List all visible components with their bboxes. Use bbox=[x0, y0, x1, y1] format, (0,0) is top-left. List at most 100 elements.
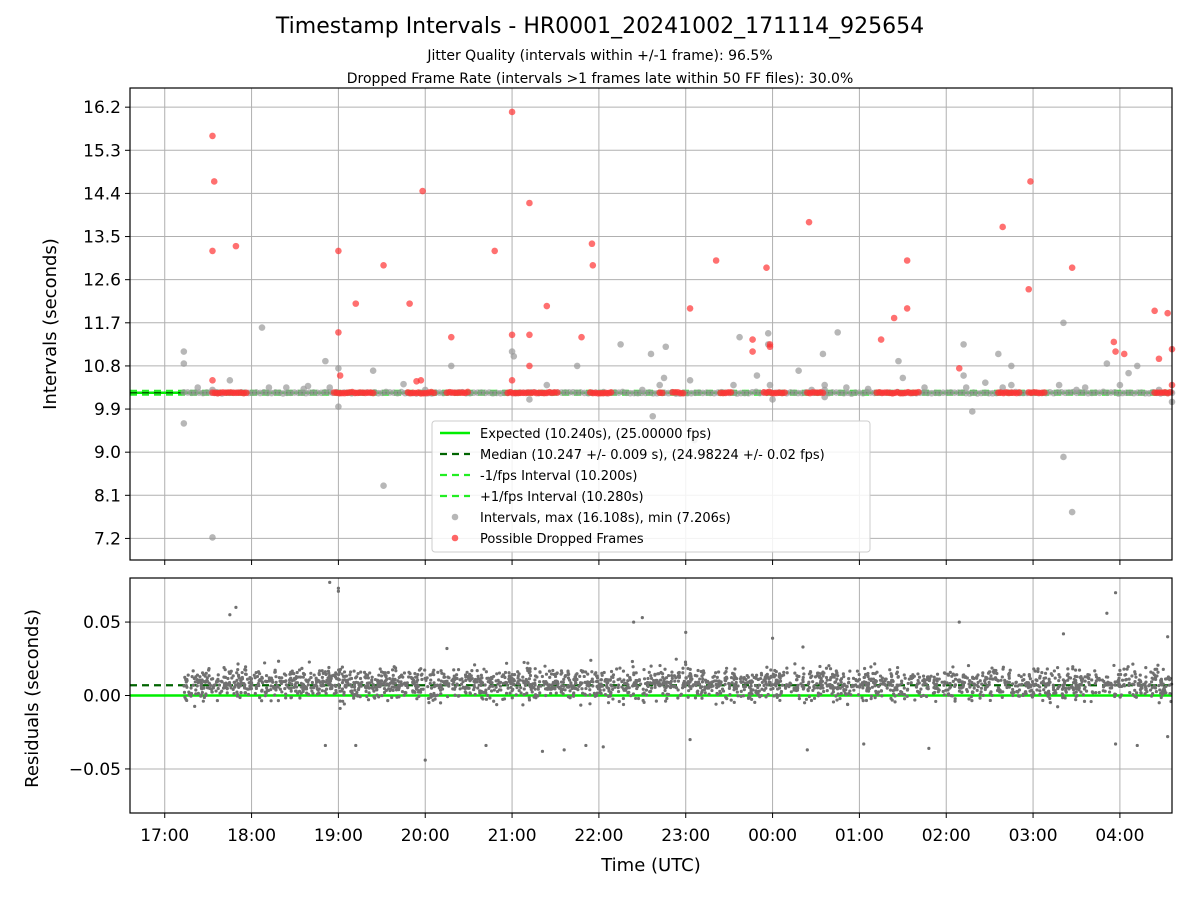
residual-point bbox=[379, 674, 384, 678]
residual-point bbox=[484, 697, 489, 701]
bottom-y-axis-label: Residuals (seconds) bbox=[22, 609, 43, 788]
residual-point bbox=[1133, 688, 1137, 692]
residual-point bbox=[278, 687, 282, 691]
residual-point bbox=[985, 685, 989, 689]
residual-point bbox=[265, 688, 269, 692]
residual-point bbox=[572, 686, 577, 690]
residual-point bbox=[459, 682, 464, 686]
residual-point bbox=[1081, 693, 1085, 697]
residual-point bbox=[239, 691, 243, 695]
interval-point bbox=[834, 329, 841, 336]
residual-point bbox=[775, 693, 779, 697]
residual-point bbox=[453, 685, 457, 689]
residual-point bbox=[536, 694, 540, 698]
residual-point bbox=[367, 686, 371, 690]
residual-point bbox=[1000, 695, 1004, 700]
residual-point bbox=[976, 673, 980, 677]
residual-point bbox=[852, 688, 856, 692]
residual-point bbox=[735, 677, 739, 681]
residual-point bbox=[323, 743, 327, 748]
residual-point bbox=[932, 678, 936, 682]
residual-point bbox=[895, 665, 900, 670]
residual-point bbox=[260, 699, 264, 703]
residual-point bbox=[222, 675, 226, 679]
residual-point bbox=[184, 678, 188, 682]
residual-point bbox=[390, 668, 395, 672]
residual-point bbox=[626, 691, 630, 695]
residual-point bbox=[893, 700, 897, 704]
residual-point bbox=[372, 695, 376, 699]
residual-point bbox=[290, 669, 294, 673]
residual-point bbox=[733, 667, 737, 671]
residual-point bbox=[983, 687, 987, 692]
residual-point bbox=[842, 674, 846, 679]
residual-point bbox=[599, 678, 603, 682]
residual-point bbox=[371, 683, 375, 687]
residual-point bbox=[249, 686, 253, 690]
residual-point bbox=[923, 682, 927, 686]
residual-point bbox=[525, 679, 529, 683]
residual-point bbox=[384, 674, 388, 679]
residual-point bbox=[1090, 678, 1094, 682]
residual-point bbox=[888, 688, 893, 692]
dropped-frame-point bbox=[727, 389, 735, 396]
residual-point bbox=[1135, 691, 1139, 695]
residual-point bbox=[503, 675, 507, 680]
residual-point bbox=[723, 682, 727, 686]
residual-point bbox=[418, 690, 423, 694]
residual-point bbox=[566, 684, 570, 688]
residual-point bbox=[423, 676, 427, 681]
residual-point bbox=[851, 676, 856, 680]
residual-point bbox=[847, 677, 851, 681]
top-y-axis-label: Intervals (seconds) bbox=[40, 238, 61, 410]
residual-point bbox=[710, 681, 714, 685]
residual-point bbox=[538, 691, 542, 695]
residual-point bbox=[365, 694, 369, 699]
residual-point bbox=[377, 695, 381, 699]
residual-point bbox=[745, 673, 749, 678]
residual-point bbox=[566, 669, 570, 673]
residual-point bbox=[617, 699, 621, 704]
residual-point bbox=[1086, 672, 1090, 677]
residual-point bbox=[1119, 693, 1124, 697]
residual-point bbox=[588, 693, 592, 697]
residual-point bbox=[1121, 683, 1125, 687]
residual-point bbox=[1143, 684, 1147, 688]
residual-point bbox=[1028, 685, 1033, 689]
residual-point bbox=[226, 676, 230, 681]
residual-point bbox=[948, 686, 952, 690]
residual-point bbox=[375, 678, 380, 682]
residual-point bbox=[905, 694, 909, 698]
residual-point bbox=[762, 683, 766, 688]
interval-point bbox=[660, 374, 668, 382]
residual-point bbox=[258, 696, 262, 700]
residual-point bbox=[357, 686, 361, 690]
residual-point bbox=[324, 672, 328, 677]
residual-point bbox=[609, 669, 614, 674]
residual-point bbox=[584, 670, 588, 674]
residual-point bbox=[714, 671, 718, 675]
residual-point bbox=[862, 680, 866, 684]
residual-point bbox=[1039, 681, 1043, 685]
residual-point bbox=[464, 691, 468, 695]
residual-point bbox=[1011, 687, 1015, 692]
interval-point bbox=[180, 348, 188, 355]
residual-point bbox=[413, 671, 417, 676]
dropped-frame-point bbox=[607, 389, 615, 396]
residual-point bbox=[377, 673, 381, 677]
residual-point bbox=[368, 671, 372, 675]
dropped-frame-point bbox=[1068, 264, 1076, 271]
residual-point bbox=[567, 678, 572, 682]
residual-point bbox=[957, 678, 961, 682]
residual-point bbox=[622, 682, 627, 686]
residual-point bbox=[736, 684, 740, 688]
residual-point bbox=[959, 685, 963, 689]
residual-point bbox=[902, 697, 907, 701]
residual-point bbox=[1034, 678, 1038, 682]
residual-point bbox=[650, 686, 654, 690]
residual-point bbox=[501, 681, 506, 685]
dropped-frame-point bbox=[526, 362, 533, 370]
residual-point bbox=[880, 694, 884, 698]
residual-point bbox=[801, 687, 805, 691]
residual-point bbox=[727, 686, 732, 690]
